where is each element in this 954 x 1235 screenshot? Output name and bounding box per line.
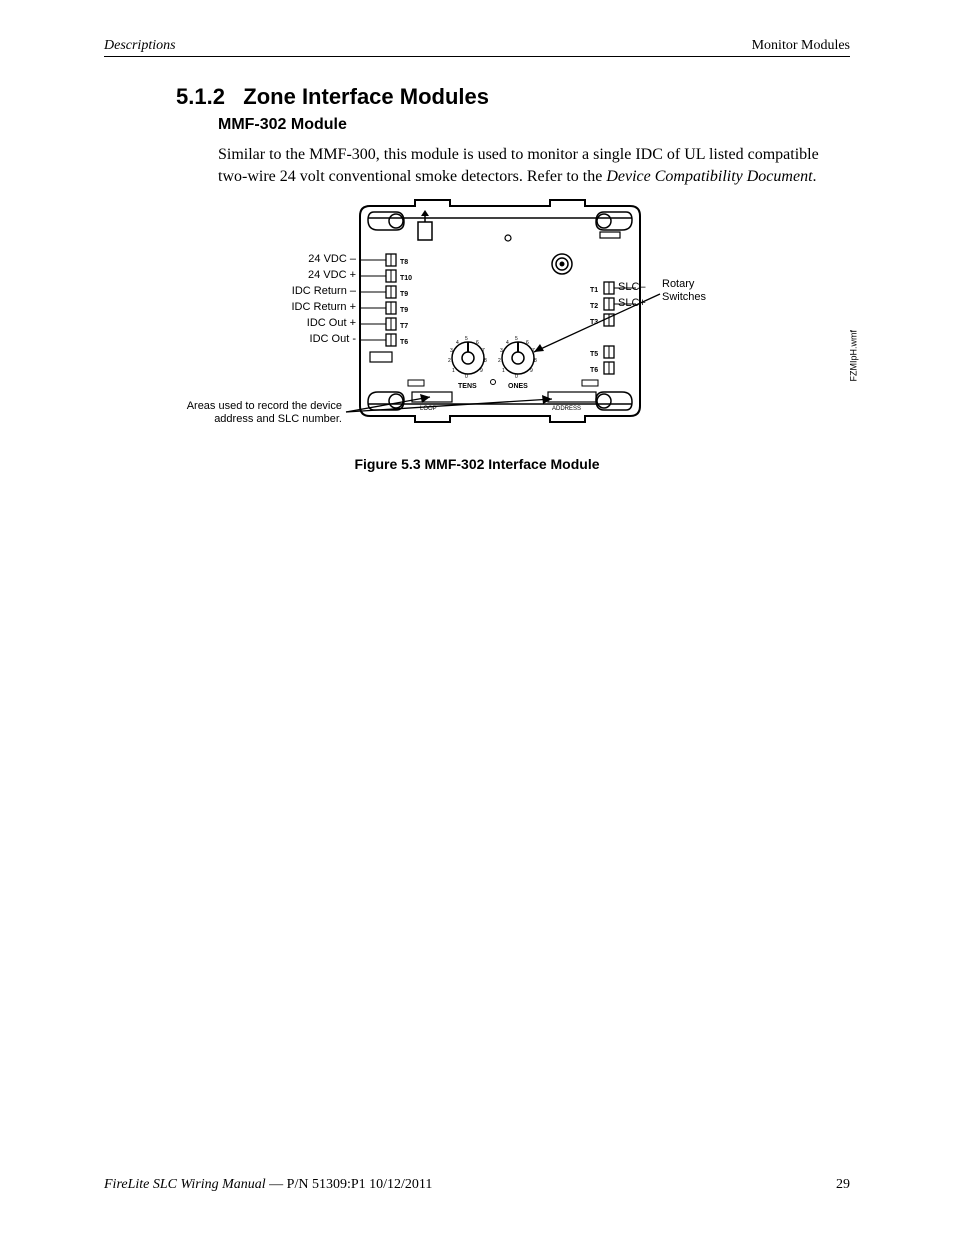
- body-paragraph: Similar to the MMF-300, this module is u…: [218, 144, 850, 187]
- section-title: Zone Interface Modules: [243, 84, 489, 109]
- header-right: Monitor Modules: [752, 38, 850, 54]
- page: Descriptions Monitor Modules 5.1.2 Zone …: [0, 0, 954, 1235]
- callout-address-area: Areas used to record the device address …: [132, 400, 342, 426]
- svg-text:5: 5: [465, 336, 468, 342]
- paragraph-part2: .: [813, 168, 817, 185]
- svg-text:3: 3: [500, 348, 503, 354]
- svg-text:ONES: ONES: [508, 383, 528, 390]
- section-heading: 5.1.2 Zone Interface Modules: [176, 84, 489, 110]
- svg-text:2: 2: [448, 358, 451, 364]
- svg-text:0: 0: [515, 374, 518, 380]
- label-idc-out-plus: IDC Out +: [246, 317, 356, 329]
- section-number: 5.1.2: [176, 84, 225, 109]
- paragraph-italic: Device Compatibility Document: [606, 168, 812, 185]
- svg-text:T1: T1: [590, 287, 598, 294]
- running-header: Descriptions Monitor Modules: [104, 38, 850, 54]
- header-left: Descriptions: [104, 38, 176, 54]
- footer-page-number: 29: [836, 1177, 850, 1193]
- svg-text:T9: T9: [400, 307, 408, 314]
- svg-text:7: 7: [532, 348, 535, 354]
- figure-caption: Figure 5.3 MMF-302 Interface Module: [0, 456, 954, 472]
- svg-text:T2: T2: [590, 303, 598, 310]
- footer-manual-title: FireLite SLC Wiring Manual: [104, 1177, 266, 1192]
- svg-text:7: 7: [482, 348, 485, 354]
- figure-filename: FZMIpH.wmf: [848, 330, 858, 382]
- module-svg: T8 T10 T9 T9 T7 T6 T1 T2: [300, 196, 700, 456]
- svg-text:T5: T5: [590, 351, 598, 358]
- svg-text:T8: T8: [400, 259, 408, 266]
- footer-left: FireLite SLC Wiring Manual — P/N 51309:P…: [104, 1177, 432, 1193]
- label-idc-return-plus: IDC Return +: [246, 301, 356, 313]
- label-24vdc-minus: 24 VDC –: [246, 253, 356, 265]
- callout-rotary-switches: Rotary Switches: [662, 278, 706, 304]
- svg-text:1: 1: [502, 368, 505, 374]
- svg-text:5: 5: [515, 336, 518, 342]
- svg-text:1: 1: [452, 368, 455, 374]
- svg-text:9: 9: [480, 368, 483, 374]
- figure-diagram: T8 T10 T9 T9 T7 T6 T1 T2: [300, 196, 700, 456]
- svg-text:TENS: TENS: [458, 383, 477, 390]
- svg-text:9: 9: [530, 368, 533, 374]
- subsection-heading: MMF-302 Module: [218, 116, 347, 134]
- label-idc-out-minus: IDC Out -: [246, 333, 356, 345]
- label-idc-return-minus: IDC Return –: [246, 285, 356, 297]
- svg-text:T10: T10: [400, 275, 412, 282]
- header-rule: [104, 56, 850, 57]
- svg-text:4: 4: [506, 340, 509, 346]
- svg-text:0: 0: [465, 374, 468, 380]
- label-24vdc-plus: 24 VDC +: [246, 269, 356, 281]
- svg-text:4: 4: [456, 340, 459, 346]
- svg-text:3: 3: [450, 348, 453, 354]
- svg-text:T6: T6: [400, 339, 408, 346]
- svg-text:T6: T6: [590, 367, 598, 374]
- svg-text:6: 6: [476, 340, 479, 346]
- svg-text:8: 8: [534, 358, 537, 364]
- svg-text:T9: T9: [400, 291, 408, 298]
- svg-text:8: 8: [484, 358, 487, 364]
- svg-text:6: 6: [526, 340, 529, 346]
- label-slc-minus: SLC–: [618, 281, 646, 293]
- svg-text:2: 2: [498, 358, 501, 364]
- svg-text:T7: T7: [400, 323, 408, 330]
- label-slc-plus: SLC+: [618, 297, 646, 309]
- footer-rest: — P/N 51309:P1 10/12/2011: [266, 1177, 433, 1192]
- running-footer: FireLite SLC Wiring Manual — P/N 51309:P…: [104, 1177, 850, 1193]
- svg-text:ADDRESS: ADDRESS: [552, 406, 581, 412]
